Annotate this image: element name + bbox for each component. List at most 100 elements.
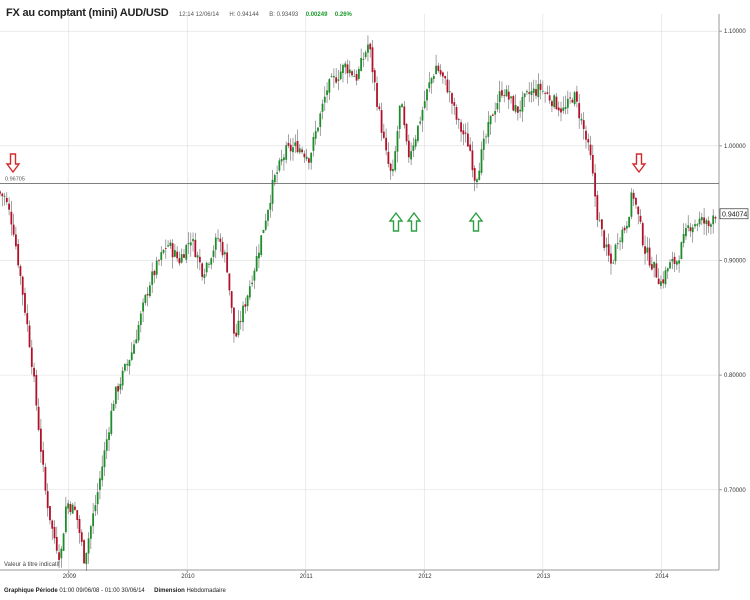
candle-body xyxy=(330,76,333,78)
candle-body xyxy=(303,153,306,158)
candle-body xyxy=(675,261,678,265)
candle-body xyxy=(625,225,628,229)
candle-body xyxy=(364,52,367,58)
candle-body xyxy=(507,91,510,100)
candle-body xyxy=(700,217,703,221)
candle-body xyxy=(585,130,587,140)
candle-body xyxy=(373,70,376,83)
candle-body xyxy=(28,325,31,348)
candle-body xyxy=(346,64,349,74)
candle-body xyxy=(273,175,276,183)
candle-body xyxy=(414,139,417,147)
dimension-value: Hebdomadaire xyxy=(186,588,226,594)
candle-body xyxy=(655,263,658,278)
candle-body xyxy=(8,203,10,210)
candle-body xyxy=(560,108,562,113)
quote-change-pct: 0.26% xyxy=(334,12,352,18)
candle-body xyxy=(301,149,303,153)
candle-body xyxy=(117,385,120,392)
candle-body xyxy=(666,268,669,272)
candle-body xyxy=(180,254,183,263)
candle-body xyxy=(612,262,615,264)
candle-body xyxy=(80,532,83,542)
candle-body xyxy=(130,352,133,360)
candle-body xyxy=(530,91,533,96)
candle-body xyxy=(576,91,578,102)
candle-body xyxy=(169,242,172,246)
candle-body xyxy=(33,367,35,377)
candle-body xyxy=(432,76,435,79)
candle-body xyxy=(44,466,47,491)
candle-body xyxy=(539,83,542,90)
candle-body xyxy=(644,246,646,254)
candle-body xyxy=(42,450,45,465)
candle-body xyxy=(160,252,163,260)
candle-body xyxy=(512,96,515,111)
candle-body xyxy=(407,140,410,158)
candle-body xyxy=(24,292,26,313)
candle-body xyxy=(419,121,422,124)
candle-body xyxy=(657,278,660,285)
candle-body xyxy=(344,63,347,68)
candle-body xyxy=(89,526,92,539)
candle-body xyxy=(49,506,51,521)
candle-body xyxy=(682,233,685,244)
candle-body xyxy=(696,224,699,226)
quote-bid: B: 0.93493 xyxy=(269,12,299,18)
candle-body xyxy=(176,251,179,259)
candle-body xyxy=(385,137,388,151)
candle-body xyxy=(248,286,251,298)
candle-body xyxy=(428,82,431,89)
candle-body xyxy=(421,110,424,121)
candle-body xyxy=(321,103,324,112)
candle-body xyxy=(276,172,278,174)
period-label: Graphique Période xyxy=(4,588,58,594)
candle-body xyxy=(242,305,244,323)
candle-body xyxy=(285,145,288,160)
candle-body xyxy=(76,510,79,521)
candle-body xyxy=(137,324,140,341)
candle-body xyxy=(39,428,42,452)
candle-body xyxy=(532,88,535,93)
candle-body xyxy=(244,304,247,307)
y-tick-label: 0.80000 xyxy=(724,373,746,379)
candle-body xyxy=(323,96,326,103)
candle-body xyxy=(469,144,472,151)
candle-body xyxy=(85,552,88,565)
candle-body xyxy=(510,96,512,99)
candle-body xyxy=(664,270,667,285)
candle-body xyxy=(451,93,453,104)
candle-body xyxy=(337,79,340,81)
candle-body xyxy=(332,75,335,78)
candle-body xyxy=(151,271,154,285)
candle-body xyxy=(189,242,192,246)
candle-body xyxy=(464,132,467,134)
candle-body xyxy=(387,151,390,164)
candle-body xyxy=(635,197,637,205)
candle-body xyxy=(439,70,442,75)
candle-body xyxy=(548,95,551,101)
candle-body xyxy=(541,90,544,92)
candle-body xyxy=(369,43,372,50)
candle-body xyxy=(348,69,351,74)
candle-body xyxy=(10,211,13,225)
candle-body xyxy=(623,227,626,231)
candle-body xyxy=(382,131,385,138)
candle-body xyxy=(267,210,269,221)
candle-body xyxy=(119,383,122,390)
candle-body xyxy=(362,59,365,60)
candle-body xyxy=(269,202,272,210)
candle-body xyxy=(135,339,138,344)
candle-body xyxy=(208,263,210,265)
candle-body xyxy=(396,131,399,152)
candle-body xyxy=(103,450,106,468)
candle-body xyxy=(673,256,676,264)
candle-body xyxy=(562,107,565,111)
candle-body xyxy=(521,96,524,112)
candle-body xyxy=(580,118,583,121)
chart-title: FX au comptant (mini) AUD/USD xyxy=(6,7,169,19)
candle-body xyxy=(491,114,494,116)
candle-body xyxy=(501,90,503,96)
candle-body xyxy=(471,150,474,171)
